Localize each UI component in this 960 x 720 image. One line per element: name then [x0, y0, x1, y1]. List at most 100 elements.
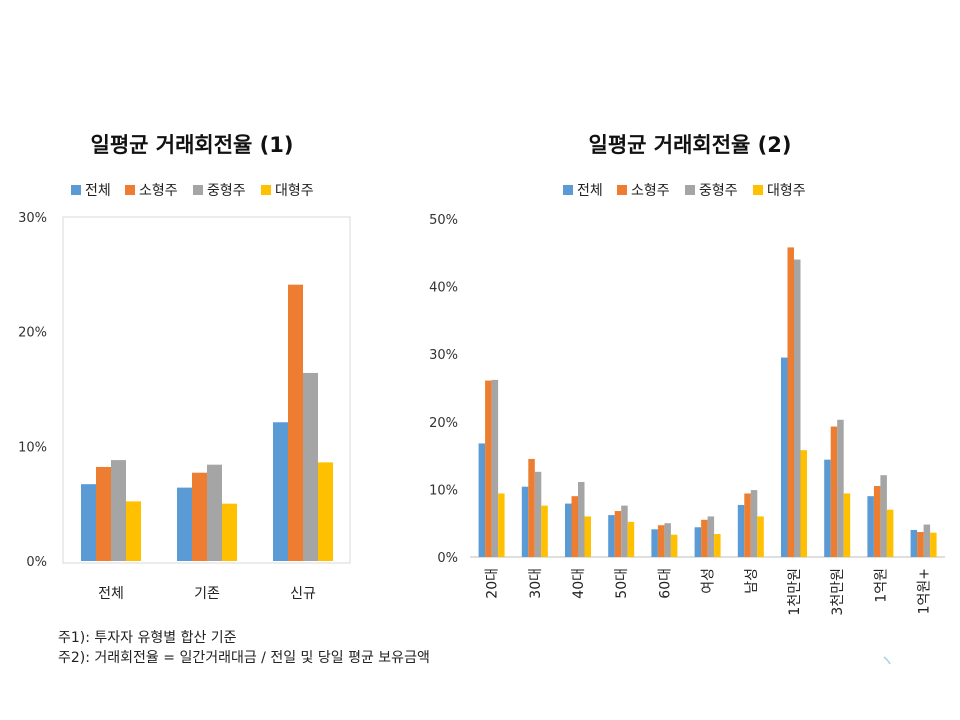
chart-1-bars: [81, 284, 333, 561]
y-tick-label: 40%: [429, 281, 458, 296]
bar: [750, 490, 758, 557]
legend-label: 대형주: [767, 183, 806, 199]
category-label: 전체: [98, 586, 124, 602]
footnote-2: 주2): 거래회전율 = 일간거래대금 / 전일 및 당일 평균 보유금액: [58, 650, 430, 666]
bar: [521, 486, 529, 557]
bar: [485, 380, 492, 557]
chart-1-x-axis: 전체 기존 신규: [98, 586, 316, 602]
category-label: 신규: [290, 586, 316, 602]
bar: [608, 515, 615, 557]
bar: [664, 523, 671, 557]
category-label: 20대: [485, 568, 501, 599]
chart-1-title: 일평균 거래회전율 (1): [91, 133, 294, 157]
chart-1-y-axis: 0% 10% 20% 30%: [18, 211, 47, 570]
legend-swatch-2: [685, 185, 695, 195]
bar: [534, 471, 542, 557]
bar: [923, 524, 931, 557]
bar: [824, 459, 831, 557]
bar: [930, 532, 937, 557]
category-label: 30대: [528, 568, 544, 599]
y-tick-label: 10%: [18, 440, 47, 455]
bar: [491, 379, 499, 557]
bar: [273, 422, 288, 561]
bar: [498, 493, 505, 557]
bar: [917, 531, 924, 557]
bar: [627, 521, 635, 557]
legend-label: 소형주: [139, 183, 178, 199]
category-label: 여성: [701, 568, 717, 594]
bar: [96, 466, 111, 561]
legend-swatch-1: [125, 185, 135, 195]
legend-label: 전체: [577, 183, 603, 199]
bar: [651, 529, 658, 557]
bar: [910, 529, 918, 557]
bar: [794, 259, 801, 557]
bar: [843, 493, 851, 557]
bar: [318, 462, 333, 561]
bar: [81, 484, 96, 561]
bar: [670, 534, 678, 557]
category-label: 1억원: [873, 568, 889, 603]
bar: [621, 505, 628, 557]
legend-swatch-1: [617, 185, 627, 195]
bar: [886, 509, 894, 557]
chart-1: 일평균 거래회전율 (1) 전체 소형주 중형주 대형주 0% 10% 20% 30% 전체…: [18, 133, 351, 602]
bar: [222, 503, 237, 561]
corner-mark: [883, 656, 891, 665]
y-tick-label: 20%: [429, 416, 458, 431]
bar: [578, 481, 585, 557]
bar: [837, 419, 844, 557]
bar: [880, 475, 887, 557]
bar: [714, 534, 721, 557]
bar: [830, 426, 838, 557]
bar: [528, 458, 535, 557]
chart-2-x-axis: 20대 30대 40대 50대 60대 여성 남성 1천만원 3천만원 1억원 1억원+: [485, 568, 933, 616]
bar: [111, 460, 126, 561]
y-tick-label: 30%: [429, 348, 458, 363]
bar: [571, 496, 578, 557]
bar: [737, 504, 745, 557]
legend-label: 전체: [85, 183, 111, 199]
footnotes: 주1): 투자자 유형별 합산 기준 주2): 거래회전율 = 일간거래대금 /…: [58, 628, 430, 668]
legend-swatch-2: [193, 185, 203, 195]
category-label: 1천만원: [787, 568, 803, 616]
bar: [757, 516, 764, 557]
chart-2-y-axis: 0% 10% 20% 30% 40% 50%: [429, 213, 458, 566]
y-tick-label: 10%: [429, 483, 458, 498]
legend-swatch-0: [71, 185, 81, 195]
bar: [478, 443, 486, 557]
legend-label: 중형주: [699, 183, 738, 199]
bar: [614, 511, 622, 557]
legend-label: 대형주: [275, 183, 314, 199]
category-label: 40대: [571, 568, 587, 599]
y-tick-label: 30%: [18, 211, 47, 226]
bar: [565, 503, 572, 557]
legend-swatch-3: [261, 185, 271, 195]
bar: [584, 516, 591, 557]
chart-2-bars: [478, 247, 937, 557]
chart-1-plot-frame: [62, 216, 351, 564]
bar: [744, 493, 751, 557]
bar: [541, 505, 548, 557]
bar: [126, 501, 141, 561]
bar: [177, 487, 192, 561]
category-label: 50대: [614, 568, 630, 599]
y-tick-label: 0%: [437, 551, 458, 566]
bar: [873, 486, 881, 557]
y-tick-label: 50%: [429, 213, 458, 228]
bar: [207, 464, 222, 561]
footnote-1: 주1): 투자자 유형별 합산 기준: [58, 630, 237, 646]
chart-2: 일평균 거래회전율 (2) 전체 소형주 중형주 대형주 0% 10% 20% 30% 40%…: [429, 133, 945, 616]
bar: [867, 496, 874, 557]
y-tick-label: 0%: [26, 555, 47, 570]
category-label: 남성: [744, 568, 760, 594]
category-label: 1억원+: [917, 568, 933, 614]
chart-2-title: 일평균 거래회전율 (2): [589, 133, 792, 157]
legend-label: 중형주: [207, 183, 246, 199]
chart-1-legend: 전체 소형주 중형주 대형주: [71, 183, 314, 199]
bar: [701, 519, 708, 557]
y-tick-label: 20%: [18, 326, 47, 341]
bar: [657, 525, 665, 557]
bar: [303, 372, 318, 561]
